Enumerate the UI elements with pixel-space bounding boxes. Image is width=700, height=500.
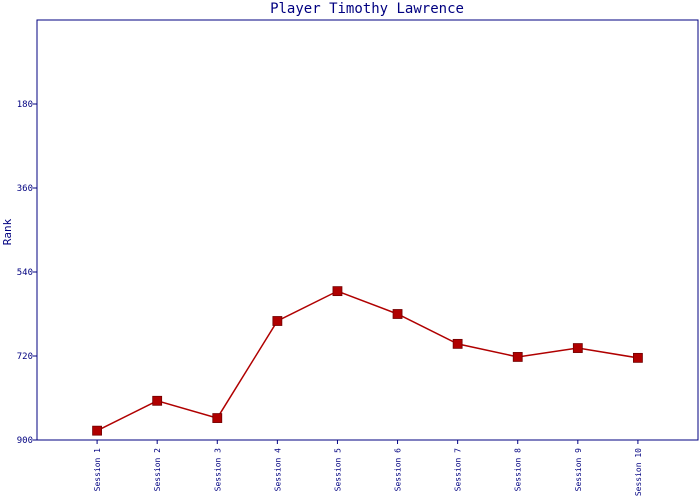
y-axis-label: Rank (1, 218, 14, 245)
x-tick-label: Session 3 (213, 448, 222, 492)
x-tick-label: Session 5 (333, 448, 342, 492)
point-marker (633, 352, 643, 363)
y-tick-label: 900 (17, 436, 33, 446)
point-marker (152, 395, 163, 406)
x-tick-label: Session 10 (634, 448, 643, 496)
x-tick-label: Session 2 (153, 448, 162, 492)
point-marker (452, 338, 463, 349)
y-tick-label: 720 (17, 352, 33, 362)
point-marker (572, 343, 583, 353)
point-marker (212, 413, 223, 423)
point-marker (392, 309, 403, 319)
x-tick-label: Session 8 (514, 448, 523, 492)
x-tick-label: Session 4 (273, 448, 282, 492)
point-marker (332, 286, 343, 297)
x-tick-label: Session 9 (574, 448, 583, 492)
plot-frame (36, 19, 699, 441)
point-marker (92, 425, 102, 436)
point-marker (272, 316, 283, 326)
y-tick-label: 360 (17, 184, 33, 194)
series-line (96, 290, 639, 432)
chart-title: Player Timothy Lawrence (270, 1, 464, 17)
x-tick-label: Session 6 (394, 448, 403, 492)
x-tick-label: Session 1 (93, 448, 102, 492)
y-tick-label: 540 (17, 268, 33, 278)
x-tick-label: Session 7 (454, 448, 463, 492)
point-marker (512, 352, 523, 362)
y-tick-label: 180 (17, 100, 33, 110)
